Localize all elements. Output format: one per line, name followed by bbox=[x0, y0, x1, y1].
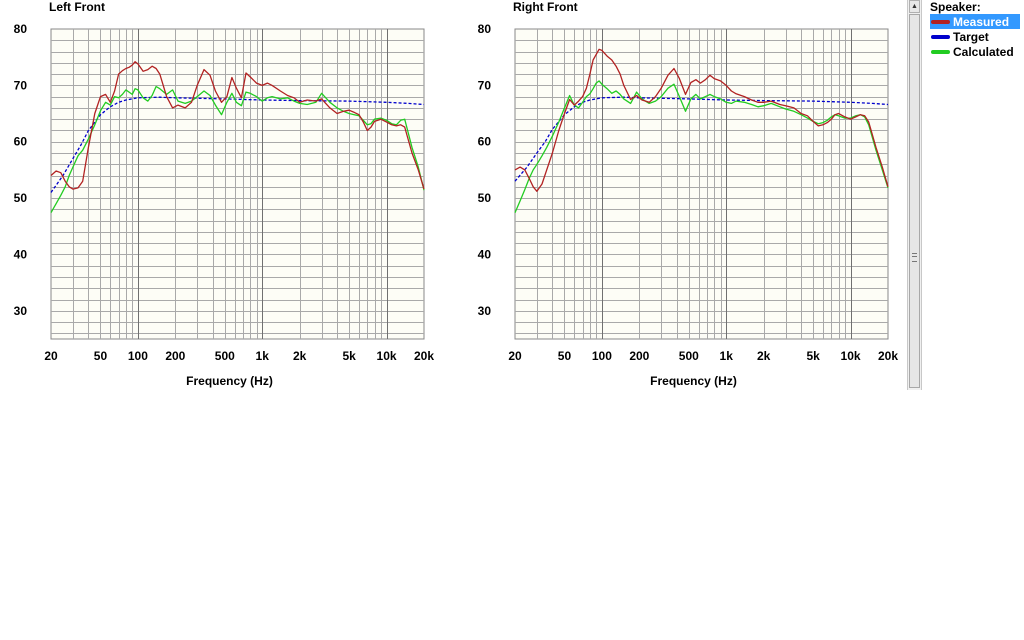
legend-item-calculated[interactable]: Calculated bbox=[930, 44, 1020, 59]
y-tick-label: 40 bbox=[14, 247, 28, 261]
x-tick-label: 20k bbox=[878, 349, 898, 363]
right-front-x-axis-label: Frequency (Hz) bbox=[650, 374, 737, 388]
calculated-swatch-icon bbox=[931, 49, 950, 54]
x-tick-label: 1k bbox=[256, 349, 270, 363]
y-tick-label: 70 bbox=[14, 78, 28, 92]
left-front-x-axis-label: Frequency (Hz) bbox=[186, 374, 273, 388]
series-line-calculated bbox=[50, 85, 425, 214]
left-front-grid bbox=[51, 29, 424, 339]
y-tick-label: 80 bbox=[14, 22, 28, 36]
y-tick-label: 40 bbox=[478, 247, 492, 261]
legend-item-target[interactable]: Target bbox=[930, 29, 1020, 44]
y-tick-label: 50 bbox=[478, 191, 492, 205]
scroll-up-arrow-icon[interactable]: ▲ bbox=[909, 0, 920, 13]
legend-scrollbar[interactable]: ▲ bbox=[907, 0, 922, 390]
x-tick-label: 200 bbox=[165, 349, 185, 363]
chart-right-front: Right Front 30 40 50 60 70 80 20 50 100 200 500 1k 2k… bbox=[478, 0, 899, 388]
x-tick-label: 1k bbox=[720, 349, 734, 363]
right-front-grid bbox=[515, 29, 888, 339]
left-front-plot-area bbox=[50, 28, 425, 340]
x-tick-label: 5k bbox=[806, 349, 820, 363]
legend-label-calculated: Calculated bbox=[953, 44, 1014, 59]
x-tick-label: 5k bbox=[342, 349, 356, 363]
y-tick-label: 60 bbox=[14, 135, 28, 149]
right-front-plot-area bbox=[514, 28, 889, 340]
x-tick-label: 500 bbox=[215, 349, 235, 363]
speaker-legend: Speaker: Measured Target Calculated bbox=[930, 0, 1020, 59]
x-tick-label: 10k bbox=[841, 349, 861, 363]
x-tick-label: 20 bbox=[44, 349, 58, 363]
chart-left-front: Left Front 30 40 50 60 70 80 20 50 100 200 500 1k 2k 5… bbox=[14, 0, 435, 388]
x-tick-label: 2k bbox=[757, 349, 771, 363]
x-tick-label: 10k bbox=[377, 349, 397, 363]
x-tick-label: 50 bbox=[94, 349, 108, 363]
x-tick-label: 200 bbox=[629, 349, 649, 363]
x-tick-label: 20k bbox=[414, 349, 434, 363]
scroll-thumb[interactable] bbox=[909, 14, 920, 388]
series-line-measured bbox=[50, 61, 425, 190]
y-tick-label: 60 bbox=[478, 135, 492, 149]
y-tick-label: 70 bbox=[478, 78, 492, 92]
target-swatch-icon bbox=[931, 34, 950, 39]
y-tick-label: 80 bbox=[478, 22, 492, 36]
right-front-title: Right Front bbox=[513, 0, 578, 14]
y-tick-label: 30 bbox=[478, 304, 492, 318]
x-tick-label: 100 bbox=[128, 349, 148, 363]
legend-label-target: Target bbox=[953, 29, 989, 44]
legend-item-measured[interactable]: Measured bbox=[930, 14, 1020, 29]
grip-icon bbox=[912, 253, 917, 262]
series-line-target bbox=[514, 96, 889, 182]
x-tick-label: 50 bbox=[558, 349, 572, 363]
legend-title: Speaker: bbox=[930, 0, 981, 14]
x-tick-label: 2k bbox=[293, 349, 307, 363]
series-line-target bbox=[50, 96, 425, 193]
x-tick-label: 100 bbox=[592, 349, 612, 363]
x-tick-label: 20 bbox=[508, 349, 522, 363]
measured-swatch-icon bbox=[931, 19, 950, 24]
series-line-measured bbox=[514, 48, 889, 192]
x-tick-label: 500 bbox=[679, 349, 699, 363]
y-tick-label: 50 bbox=[14, 191, 28, 205]
left-front-title: Left Front bbox=[49, 0, 105, 14]
legend-label-measured: Measured bbox=[953, 14, 1010, 29]
y-tick-label: 30 bbox=[14, 304, 28, 318]
